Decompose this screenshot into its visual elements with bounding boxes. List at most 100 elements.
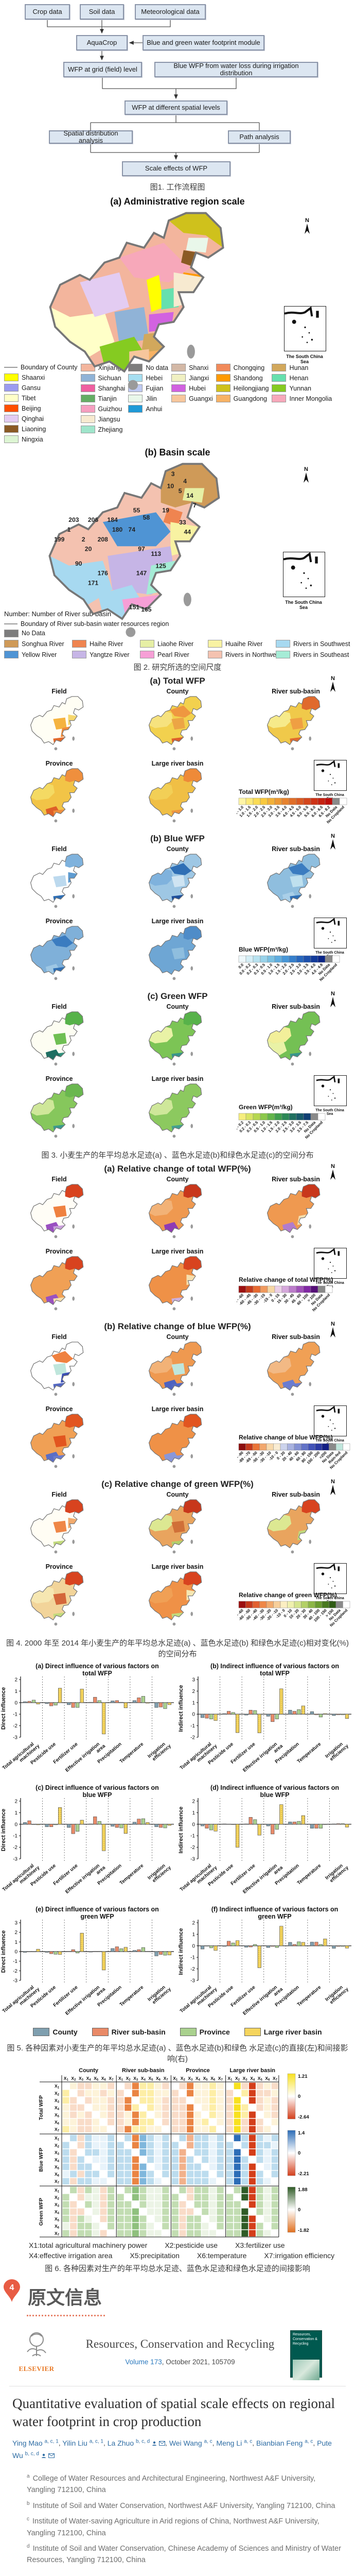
x-def: X2:pesticide use xyxy=(165,2241,218,2250)
flowchart-connectors xyxy=(47,20,260,160)
corresponding-author-email-icon[interactable] xyxy=(48,2453,55,2459)
map-panel-large-river-basin: Large river basin xyxy=(118,1563,237,1635)
svg-text:X4: X4 xyxy=(250,2076,255,2082)
legend-swatch xyxy=(80,384,95,392)
svg-text:Indirect influence: Indirect influence xyxy=(178,1685,184,1732)
map-colorbar: Relative change of total WFP(%)-73 - -60… xyxy=(237,1276,333,1312)
svg-text:Green WFP(m³/kg): Green WFP(m³/kg) xyxy=(239,1104,293,1111)
journal-volume-line: Volume 173, October 2021, 105709 xyxy=(77,2358,283,2366)
svg-text:Direct influence: Direct influence xyxy=(1,1809,7,1852)
svg-text:199: 199 xyxy=(54,536,65,543)
svg-text:125: 125 xyxy=(155,563,166,570)
legend-swatch xyxy=(80,364,95,371)
svg-text:-2: -2 xyxy=(13,1845,17,1851)
author-profile-icon[interactable] xyxy=(152,2441,157,2446)
legend-item: Liaohe River xyxy=(140,640,201,648)
map-panel-county: County xyxy=(118,1491,237,1563)
svg-text:Total WFP: Total WFP xyxy=(39,2095,44,2120)
map-panel-river-sub-basin: River sub-basin xyxy=(237,1176,355,1248)
legend-swatch xyxy=(171,364,186,371)
svg-text:55: 55 xyxy=(133,506,140,514)
corresponding-author-email-icon[interactable] xyxy=(159,2441,166,2446)
bar-chart-legend: County River sub-basin Province Large ri… xyxy=(0,2026,355,2040)
svg-text:1.4: 1.4 xyxy=(298,2130,305,2136)
legend-item: Yunnan xyxy=(272,384,332,392)
south-china-sea-inset: The South China Sea xyxy=(284,306,326,364)
map-section-title: (b) Relative change of blue WFP(%) xyxy=(104,1321,251,1332)
svg-text:X6: X6 xyxy=(55,2120,60,2126)
legend-item: Henan xyxy=(272,374,332,382)
china-map xyxy=(21,208,268,390)
svg-text:-3: -3 xyxy=(190,1857,195,1862)
legend-item: Yangtze River xyxy=(72,651,133,659)
map-section: (c) Green WFP N Field County River sub-ba… xyxy=(0,990,355,1147)
svg-text:X1: X1 xyxy=(227,2076,233,2082)
svg-text:203: 203 xyxy=(68,516,79,523)
svg-text:0: 0 xyxy=(14,1822,17,1827)
map-section-title: (c) Relative change of green WFP(%) xyxy=(101,1479,254,1489)
inset-map xyxy=(314,1248,347,1279)
author: Bianbian Feng a, c xyxy=(256,2438,313,2447)
svg-text:-2: -2 xyxy=(13,1969,17,1974)
author-profile-icon[interactable] xyxy=(41,2453,46,2459)
map-panel-field: Field xyxy=(0,845,118,918)
legend-item: Yellow River xyxy=(4,651,65,659)
svg-text:total WFP: total WFP xyxy=(260,1670,290,1677)
volume-link[interactable]: Volume 173 xyxy=(125,2358,162,2366)
heatmap-colorscale-1: 1.4 0 -2.21 xyxy=(288,2130,310,2177)
svg-text:X2: X2 xyxy=(55,2195,60,2201)
map-panel-large-river-basin: Large river basin xyxy=(118,760,237,832)
svg-text:0: 0 xyxy=(192,1712,195,1718)
svg-text:(a) Direct influence of variou: (a) Direct influence of various factors … xyxy=(36,1663,159,1670)
svg-text:X1: X1 xyxy=(173,2076,178,2082)
legend-item: Guizhou xyxy=(80,405,126,413)
author: Ying Mao a, c, 1 xyxy=(12,2438,59,2447)
svg-text:X7: X7 xyxy=(55,2179,60,2185)
svg-text:X1: X1 xyxy=(55,2083,60,2090)
map-colorbar: Total WFP(m³/kg)0.4 - 1.01.0 - 1.51.5 - … xyxy=(237,788,347,824)
svg-text:-3: -3 xyxy=(13,1978,17,1984)
map-panel-province: Province xyxy=(0,918,118,990)
svg-text:2: 2 xyxy=(192,1921,195,1926)
south-china-sea-inset: The South China Sea xyxy=(314,760,347,801)
svg-text:X3: X3 xyxy=(55,2202,60,2208)
map-section-legend: The South China Sea Relative change of g… xyxy=(237,1563,355,1635)
map-colorbar: Green WFP(m³/kg)0.1 - 0.20.2 - 0.30.3 - … xyxy=(237,1104,326,1140)
author: Wei Wang a, c xyxy=(169,2438,212,2447)
map-section: (a) Total WFP N Field County River sub-ba… xyxy=(0,674,355,832)
china-map xyxy=(30,1414,84,1468)
map-panel-large-river-basin: Large river basin xyxy=(118,1405,237,1478)
x-def: X1:total agricultural machinery power xyxy=(29,2241,148,2250)
workflow-diagram: Crop data Soil data Meteorological data Aqu… xyxy=(0,0,355,179)
bar-panel-b: (b) Indirect influence of various factor… xyxy=(178,1663,351,1773)
svg-text:X4: X4 xyxy=(140,2076,146,2082)
legend-swatch xyxy=(4,384,19,392)
legend-item: Gansu xyxy=(4,384,78,392)
legend-swatch xyxy=(4,435,19,443)
map-panel-county: County xyxy=(118,1333,237,1405)
map-panel-province: Province xyxy=(0,1405,118,1478)
svg-text:X2: X2 xyxy=(235,2076,240,2082)
affiliation: d Institute of Soil and Water Conservatio… xyxy=(27,2544,341,2565)
map-panel-county: County xyxy=(118,1176,237,1248)
north-arrow-icon: N xyxy=(304,217,311,236)
svg-text:X7: X7 xyxy=(163,2076,168,2082)
legend-item: Haihe River xyxy=(72,640,133,648)
svg-text:0: 0 xyxy=(298,2207,300,2213)
heatmap-variable-definitions: X1:total agricultural machinery power X2:… xyxy=(0,2240,355,2261)
legend-item: Guangdong xyxy=(216,395,269,402)
china-map xyxy=(30,854,84,908)
svg-text:X1: X1 xyxy=(118,2076,123,2082)
svg-text:X6: X6 xyxy=(55,2172,60,2178)
legend-swatch xyxy=(171,374,186,382)
map-section: (b) Blue WFP N Field County River sub-bas… xyxy=(0,832,355,990)
svg-text:X2: X2 xyxy=(126,2076,131,2082)
inset-map xyxy=(314,1405,347,1437)
map-panel-field: Field xyxy=(0,1003,118,1075)
heatmap-colorscale-2: 1.88 0 -1.82 xyxy=(288,2187,309,2233)
svg-text:-3: -3 xyxy=(190,1978,195,1984)
affiliation: a College of Water Resources and Architec… xyxy=(27,2473,316,2495)
legend-item: Hubei xyxy=(171,384,213,392)
legend-swatch xyxy=(128,395,143,402)
bar-panel-c: (c) Direct influence of various factors … xyxy=(1,1784,174,1895)
